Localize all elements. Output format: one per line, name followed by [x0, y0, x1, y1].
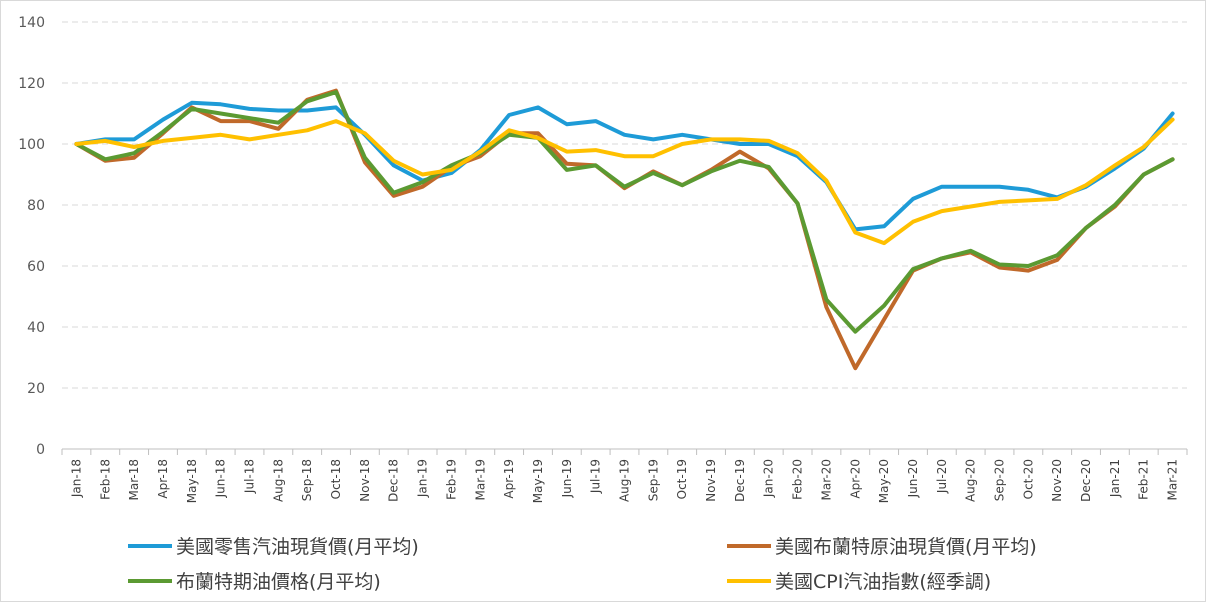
- legend-label-4: 美國CPI汽油指數(經季調): [775, 571, 991, 593]
- x-tick-label: Jan-21: [1108, 459, 1122, 498]
- y-tick-label: 120: [18, 76, 45, 92]
- gridlines: [62, 21, 1187, 450]
- x-tick-label: Dec-18: [387, 459, 401, 502]
- x-tick-label: Jul-19: [589, 459, 603, 494]
- x-tick-label: Apr-18: [156, 459, 170, 499]
- x-tick-label: Jun-20: [906, 459, 920, 498]
- x-tick-label: Feb-20: [791, 459, 805, 500]
- legend-label-3: 布蘭特期油價格(月平均): [176, 571, 381, 593]
- x-tick-label: May-19: [531, 459, 545, 503]
- x-tick-label: Jul-18: [243, 459, 257, 494]
- x-tick-label: Nov-19: [704, 459, 718, 502]
- x-tick-label: Jun-18: [214, 459, 228, 498]
- x-tick-label: Sep-20: [993, 459, 1007, 501]
- x-tick-label: Oct-20: [1021, 459, 1035, 499]
- series-line-4: [74, 117, 1175, 246]
- y-tick-label: 60: [27, 259, 45, 275]
- x-tick-label: Mar-21: [1166, 459, 1180, 500]
- y-tick-label: 140: [18, 15, 45, 31]
- series-lines: [74, 88, 1175, 371]
- x-tick-label: Mar-20: [819, 459, 833, 500]
- y-tick-label: 100: [18, 137, 45, 153]
- x-tick-label: Feb-18: [98, 459, 112, 500]
- x-tick-label: Jan-18: [69, 459, 83, 498]
- x-tick-label: Nov-20: [1050, 459, 1064, 502]
- legend-label-1: 美國零售汽油現貨價(月平均): [176, 536, 419, 558]
- x-tick-label: Feb-19: [444, 459, 458, 500]
- series-line-3: [74, 90, 1175, 334]
- x-tick-label: Apr-19: [502, 459, 516, 499]
- x-axis: Jan-18 Feb-18 Mar-18 Apr-18 May-18 Jun-18 Jul-…: [61, 449, 1188, 503]
- x-tick-label: Feb-21: [1137, 459, 1151, 500]
- x-tick-label: Sep-18: [300, 459, 314, 501]
- x-tick-label: Dec-20: [1079, 459, 1093, 502]
- x-tick-label: Sep-19: [646, 459, 660, 501]
- x-tick-label: Oct-18: [329, 459, 343, 499]
- x-tick-label: Nov-18: [358, 459, 372, 502]
- x-tick-label: Mar-18: [127, 459, 141, 500]
- x-tick-label: Mar-19: [473, 459, 487, 500]
- x-tick-label: Aug-18: [271, 459, 285, 502]
- x-tick-label: May-20: [877, 459, 891, 503]
- legend-label-2: 美國布蘭特原油現貨價(月平均): [775, 536, 1037, 558]
- legend: 美國零售汽油現貨價(月平均) 美國布蘭特原油現貨價(月平均) 布蘭特期油價格(月平均…: [128, 536, 1037, 593]
- x-tick-label: Apr-20: [848, 459, 862, 499]
- x-tick-label: Jan-19: [416, 459, 430, 498]
- y-tick-label: 40: [27, 320, 45, 336]
- x-tick-label: Jul-20: [935, 459, 949, 494]
- x-tick-label: Aug-20: [964, 459, 978, 502]
- y-axis: 0 20 40 60 80 100 120 140: [18, 15, 45, 458]
- x-tick-label: May-18: [185, 459, 199, 503]
- x-tick-label: Jan-20: [762, 459, 776, 498]
- x-tick-label: Dec-19: [733, 459, 747, 502]
- x-tick-label: Aug-19: [618, 459, 632, 502]
- y-tick-label: 0: [36, 442, 45, 458]
- y-tick-label: 20: [27, 381, 45, 397]
- series-line-1: [74, 100, 1175, 232]
- x-tick-label: Jun-19: [560, 459, 574, 498]
- x-tick-label: Oct-19: [675, 459, 689, 499]
- y-tick-label: 80: [27, 198, 45, 214]
